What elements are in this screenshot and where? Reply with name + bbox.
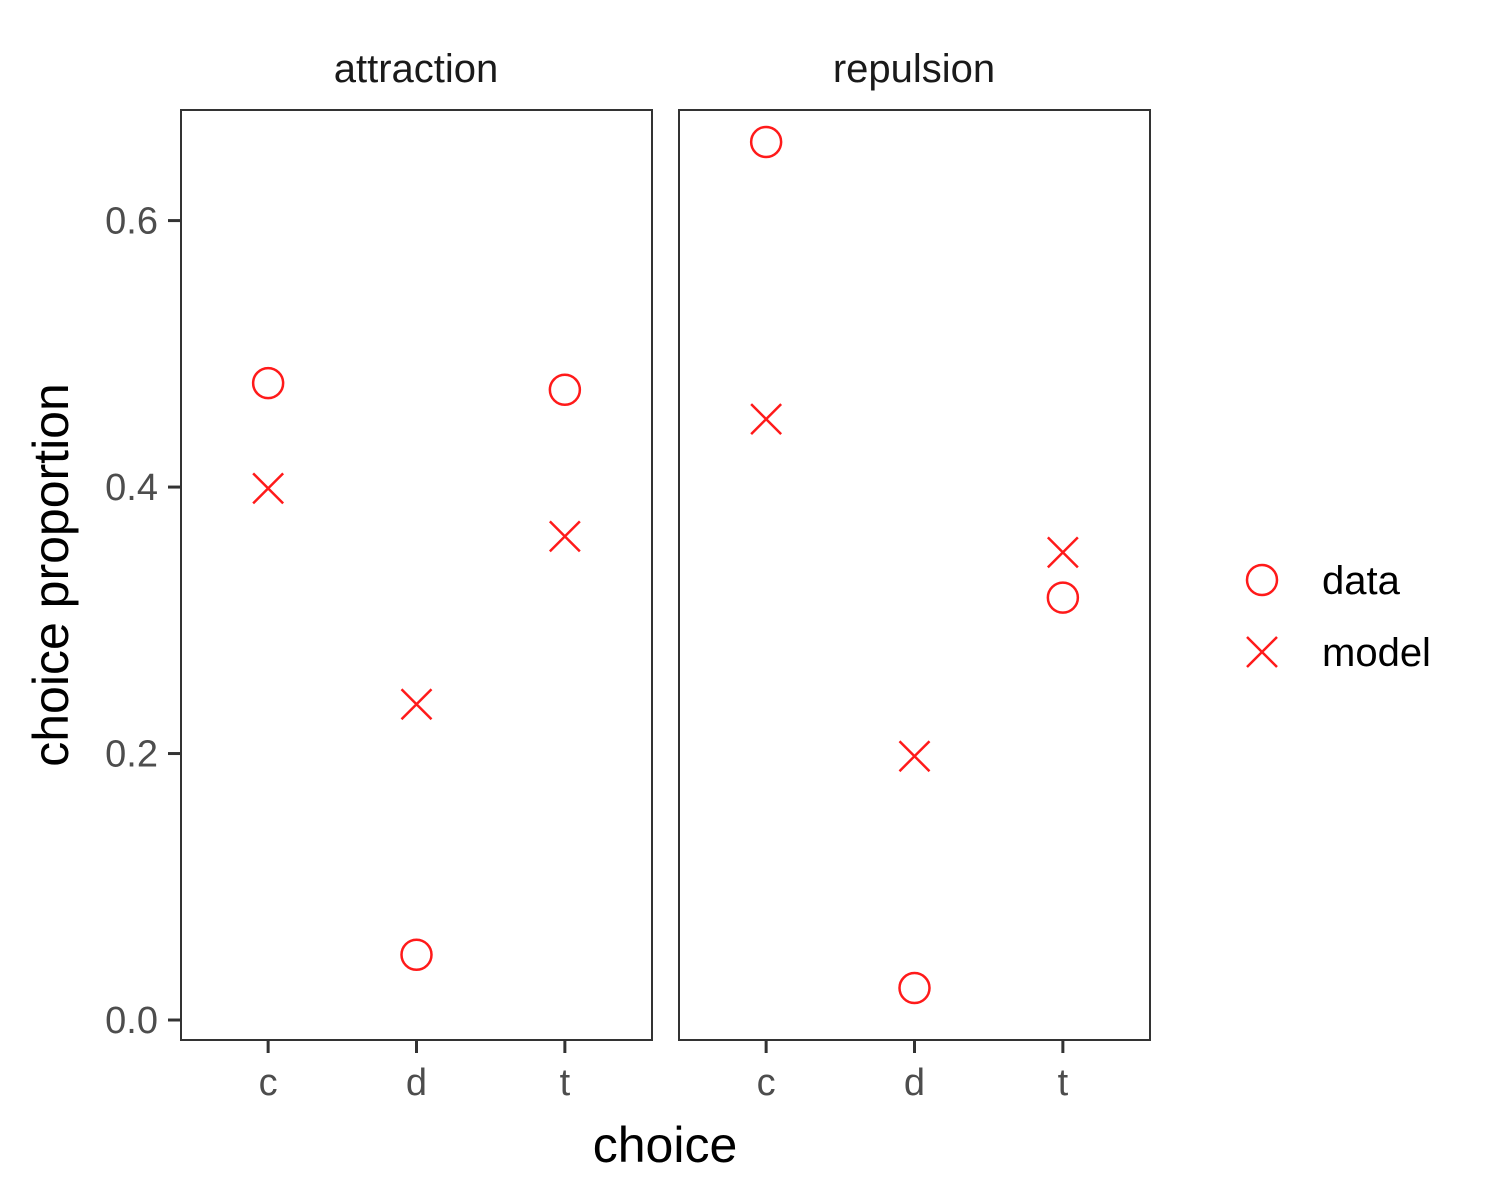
legend-circle-icon	[1245, 563, 1279, 597]
point-data-attraction-t	[548, 373, 582, 407]
x-axis-title: choice	[593, 1117, 738, 1173]
point-data-repulsion-c	[749, 125, 783, 159]
x-tick-label: c	[757, 1062, 776, 1104]
x-tick-label: d	[904, 1062, 925, 1104]
legend-label-data: data	[1322, 559, 1401, 603]
point-data-attraction-c	[251, 366, 285, 400]
x-tick-label: d	[406, 1062, 427, 1104]
point-model-repulsion-t	[1046, 536, 1079, 569]
y-axis-title: choice proportion	[23, 383, 79, 767]
y-axis: 0.0 0.2 0.4 0.6	[105, 201, 181, 1042]
y-tick-label: 0.4	[105, 467, 158, 509]
y-tick-label: 0.2	[105, 734, 158, 776]
x-tick-label: c	[259, 1062, 278, 1104]
point-model-attraction-c	[252, 472, 285, 505]
x-tick-label: t	[1058, 1062, 1069, 1104]
point-data-repulsion-t	[1046, 581, 1080, 614]
point-model-attraction-t	[548, 520, 581, 553]
data-points	[251, 125, 1080, 1005]
y-tick-label: 0.6	[105, 201, 158, 243]
point-model-repulsion-d	[898, 740, 931, 773]
point-model-repulsion-c	[750, 403, 783, 435]
point-data-repulsion-d	[898, 971, 931, 1005]
legend: data model	[1245, 559, 1431, 675]
legend-label-model: model	[1322, 631, 1431, 675]
facet-title-repulsion: repulsion	[833, 47, 995, 91]
legend-x-icon	[1246, 636, 1278, 668]
point-data-attraction-d	[400, 938, 433, 971]
x-tick-label: t	[560, 1062, 571, 1104]
point-model-attraction-d	[400, 688, 433, 721]
y-tick-label: 0.0	[105, 1000, 158, 1042]
facet-title-attraction: attraction	[334, 47, 499, 91]
